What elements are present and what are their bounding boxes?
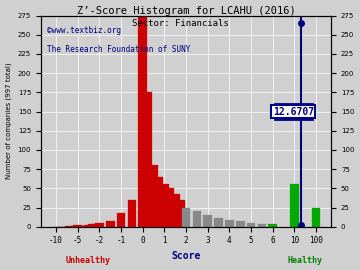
Bar [106,221,114,227]
Bar [225,220,234,227]
Bar [154,177,163,227]
Bar [236,221,244,227]
Bar [95,223,104,227]
Bar [127,200,136,227]
Bar [257,224,266,227]
Bar [268,224,277,227]
Bar [88,224,96,227]
Bar [193,211,201,227]
Bar [84,225,93,227]
Bar [65,226,73,227]
X-axis label: Score: Score [171,251,201,261]
Bar [290,184,299,227]
Bar [117,213,125,227]
Bar [73,225,82,227]
Text: Sector: Financials: Sector: Financials [132,19,228,28]
Bar [71,226,80,227]
Bar [91,224,100,227]
Bar [203,215,212,227]
Bar [81,226,89,227]
Text: The Research Foundation of SUNY: The Research Foundation of SUNY [47,45,190,54]
Y-axis label: Number of companies (997 total): Number of companies (997 total) [5,63,12,180]
Bar [171,194,180,227]
Bar [144,92,152,227]
Bar [149,165,158,227]
Text: Healthy: Healthy [288,256,323,265]
Bar [77,226,86,227]
Bar [247,223,255,227]
Bar [176,200,185,227]
Bar [182,208,190,227]
Text: 12.6707: 12.6707 [273,107,314,117]
Text: Unhealthy: Unhealthy [66,256,111,265]
Bar [166,188,174,227]
Bar [312,208,320,227]
Title: Z’-Score Histogram for LCAHU (2016): Z’-Score Histogram for LCAHU (2016) [77,6,296,16]
Bar [214,218,223,227]
Bar [138,16,147,227]
Bar [160,184,169,227]
Text: ©www.textbiz.org: ©www.textbiz.org [47,26,121,35]
